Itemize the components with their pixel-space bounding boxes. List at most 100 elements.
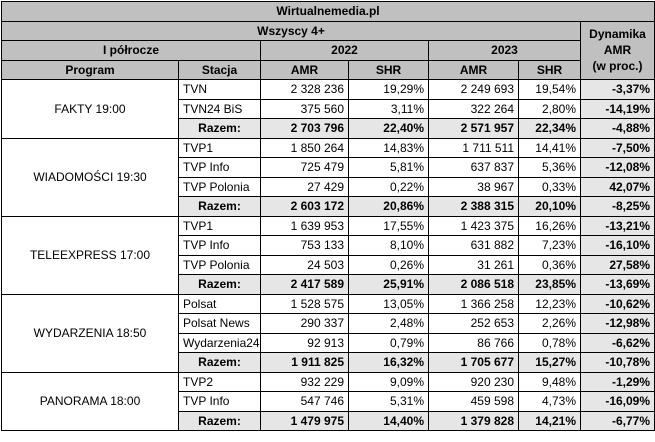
- dynamics-cell: -10,62%: [579, 293, 655, 314]
- shr-2023-cell: 2,26%: [518, 313, 581, 334]
- amr-2022-cell: 290 337: [260, 313, 349, 334]
- amr-2022-cell: 24 503: [260, 254, 349, 275]
- program-cell: WIADOMOŚCI 19:30: [1, 137, 179, 217]
- amr-2022-header: AMR: [260, 59, 349, 80]
- table-row: WIADOMOŚCI 19:30 TVP1 1 850 264 14,83% 1 711…: [1, 137, 655, 217]
- table-body: FAKTY 19:00 TVN 2 328 236 19,29% 2 249 693 19…: [1, 79, 655, 431]
- program-cell: FAKTY 19:00: [1, 79, 179, 139]
- shr-2023-cell: 16,26%: [518, 215, 581, 236]
- dynamics-header-line-3: (w proc.): [592, 59, 643, 74]
- dynamics-header-line-1: Dynamika: [589, 27, 646, 42]
- shr-2022-cell: 3,11%: [348, 98, 429, 119]
- amr-2022-cell: 2 603 172: [260, 196, 349, 217]
- table-row: WYDARZENIA 18:50 Polsat 1 528 575 13,05% 1 3…: [1, 293, 655, 373]
- table-row: PANORAMA 18:00 TVP2 932 229 9,09% 920 230 9,4…: [1, 371, 655, 431]
- shr-2023-cell: 0,36%: [518, 254, 581, 275]
- source-title: Wirtualnemedia.pl: [0, 1, 655, 22]
- shr-2022-cell: 2,48%: [348, 313, 429, 334]
- amr-2022-cell: 1 528 575: [260, 293, 349, 314]
- amr-2023-header: AMR: [428, 59, 519, 80]
- total-row: Razem: 1 479 975 14,40% 1 379 828 14,21% -6,7…: [2, 410, 655, 431]
- table-row: TELEEXPRESS 17:00 TVP1 1 639 953 17,55% 1 42…: [1, 215, 655, 295]
- year-2022-header: 2022: [260, 40, 429, 61]
- dynamics-cell: -16,09%: [579, 391, 655, 412]
- program-cell: WYDARZENIA 18:50: [1, 293, 179, 373]
- amr-2023-cell: 31 261: [428, 254, 519, 275]
- dynamics-cell: -8,25%: [579, 196, 655, 217]
- station-cell: TVP Polonia: [178, 254, 261, 275]
- dynamics-cell: -6,62%: [579, 332, 655, 353]
- shr-2023-cell: 23,85%: [518, 274, 581, 295]
- shr-2023-cell: 19,54%: [518, 79, 581, 100]
- amr-2022-cell: 547 746: [260, 391, 349, 412]
- amr-2022-cell: 1 639 953: [260, 215, 349, 236]
- shr-2023-cell: 22,34%: [518, 118, 581, 139]
- dynamics-header-line-2: AMR: [603, 43, 632, 58]
- station-cell: TVP Info: [178, 391, 261, 412]
- station-cell: TVP2: [178, 371, 261, 392]
- dynamics-cell: -13,69%: [579, 274, 655, 295]
- amr-2022-cell: 2 417 589: [260, 274, 349, 295]
- amr-2022-cell: 27 429: [260, 176, 349, 197]
- dynamics-cell: 27,58%: [579, 254, 655, 275]
- dynamics-cell: -14,19%: [579, 98, 655, 119]
- amr-2023-cell: 2 249 693: [428, 79, 519, 100]
- shr-2023-cell: 9,48%: [518, 371, 581, 392]
- amr-2023-cell: 631 882: [428, 235, 519, 256]
- amr-2022-cell: 725 479: [260, 157, 349, 178]
- shr-2022-cell: 0,26%: [348, 254, 429, 275]
- shr-2023-cell: 0,78%: [518, 332, 581, 353]
- station-cell: Razem:: [178, 196, 261, 217]
- station-cell: TVN: [178, 79, 261, 100]
- station-cell: Polsat: [178, 293, 261, 314]
- station-cell: Wydarzenia24: [178, 332, 261, 353]
- amr-2022-cell: 92 913: [260, 332, 349, 353]
- amr-2022-cell: 932 229: [260, 371, 349, 392]
- table-row: TVP Info 725 479 5,81% 637 837 5,36% -12,08%: [2, 157, 655, 178]
- ratings-table: Wirtualnemedia.pl Wszyscy 4+ Dynamika AM…: [0, 1, 655, 431]
- shr-2023-cell: 0,33%: [518, 176, 581, 197]
- amr-2023-cell: 38 967: [428, 176, 519, 197]
- amr-2022-cell: 1 479 975: [260, 410, 349, 431]
- amr-2022-cell: 753 133: [260, 235, 349, 256]
- dynamics-header: Dynamika AMR (w proc.): [579, 20, 655, 80]
- shr-2022-cell: 22,40%: [348, 118, 429, 139]
- dynamics-cell: -3,37%: [579, 79, 655, 100]
- dynamics-cell: 42,07%: [579, 176, 655, 197]
- amr-2023-cell: 2 388 315: [428, 196, 519, 217]
- program-cell: TELEEXPRESS 17:00: [1, 215, 179, 295]
- station-cell: TVP1: [178, 215, 261, 236]
- table-row: FAKTY 19:00 TVN 2 328 236 19,29% 2 249 693 19…: [1, 79, 655, 139]
- shr-2022-cell: 20,86%: [348, 196, 429, 217]
- shr-2022-cell: 17,55%: [348, 215, 429, 236]
- amr-2023-cell: 1 705 677: [428, 352, 519, 373]
- amr-2023-cell: 637 837: [428, 157, 519, 178]
- shr-2022-cell: 14,40%: [348, 410, 429, 431]
- shr-2023-cell: 4,73%: [518, 391, 581, 412]
- amr-2023-cell: 322 264: [428, 98, 519, 119]
- period-label: I półrocze: [1, 40, 261, 61]
- year-2023-header: 2023: [428, 40, 581, 61]
- station-cell: TVP Info: [178, 157, 261, 178]
- table-row: Polsat News 290 337 2,48% 252 653 2,26% -12,9…: [2, 313, 655, 334]
- program-cell: PANORAMA 18:00: [1, 371, 179, 431]
- amr-2023-cell: 86 766: [428, 332, 519, 353]
- shr-2022-cell: 19,29%: [348, 79, 429, 100]
- station-cell: Polsat News: [178, 313, 261, 334]
- amr-2023-cell: 459 598: [428, 391, 519, 412]
- amr-2022-cell: 2 328 236: [260, 79, 349, 100]
- dynamics-cell: -4,88%: [579, 118, 655, 139]
- station-cell: Razem:: [178, 352, 261, 373]
- dynamics-cell: -13,21%: [579, 215, 655, 236]
- dynamics-cell: -7,50%: [579, 137, 655, 158]
- dynamics-cell: -1,29%: [579, 371, 655, 392]
- shr-2023-cell: 20,10%: [518, 196, 581, 217]
- shr-2022-cell: 0,22%: [348, 176, 429, 197]
- amr-2023-cell: 1 711 511: [428, 137, 519, 158]
- amr-2023-cell: 920 230: [428, 371, 519, 392]
- amr-2022-cell: 375 560: [260, 98, 349, 119]
- dynamics-cell: -10,78%: [579, 352, 655, 373]
- amr-2023-cell: 1 379 828: [428, 410, 519, 431]
- shr-2022-cell: 0,79%: [348, 332, 429, 353]
- station-cell: TVP Polonia: [178, 176, 261, 197]
